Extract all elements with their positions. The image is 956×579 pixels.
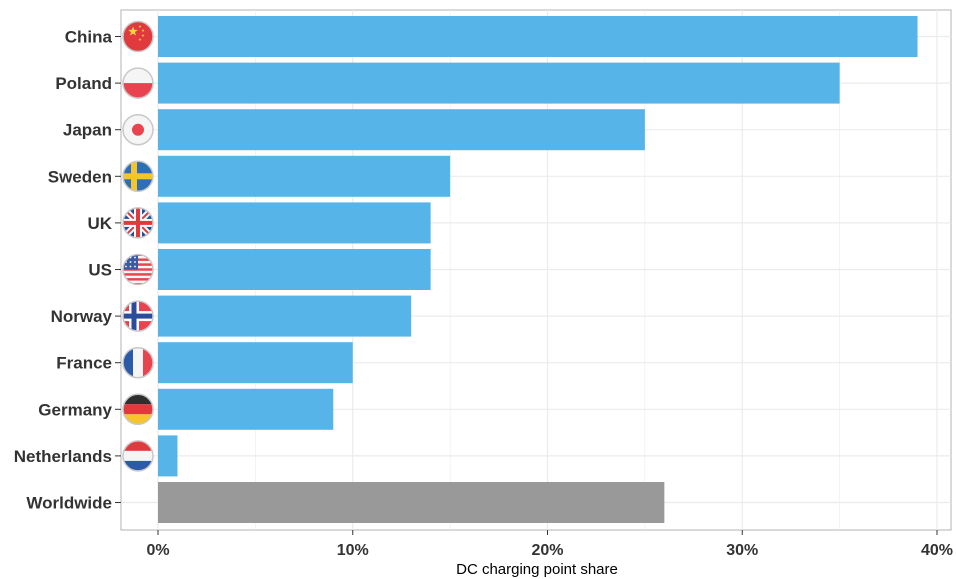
bar-sweden bbox=[158, 155, 451, 197]
japan-flag-icon bbox=[122, 113, 154, 146]
x-tick-label: 30% bbox=[726, 542, 758, 559]
y-tick-label: Sweden bbox=[48, 167, 112, 186]
bar-germany bbox=[158, 388, 334, 430]
bar-norway bbox=[158, 295, 412, 337]
bar-us bbox=[158, 249, 431, 290]
flags bbox=[122, 20, 154, 472]
x-tick-label: 20% bbox=[531, 542, 563, 559]
bar-china bbox=[158, 16, 918, 57]
x-tick-label: 40% bbox=[921, 542, 953, 559]
germany-flag-icon bbox=[122, 393, 154, 426]
y-tick-label: France bbox=[56, 354, 112, 373]
bar-poland bbox=[158, 62, 840, 104]
uk-flag-icon bbox=[122, 207, 154, 239]
x-axis-title: DC charging point share bbox=[456, 561, 618, 578]
x-tick-label: 0% bbox=[146, 542, 169, 559]
us-flag-icon bbox=[122, 253, 154, 286]
netherlands-flag-icon bbox=[122, 440, 154, 472]
y-tick-label: UK bbox=[87, 214, 112, 233]
poland-flag-icon bbox=[122, 67, 154, 99]
france-flag-icon bbox=[122, 346, 154, 379]
y-tick-labels: China Poland Japan Sweden UK US Norway France Ge… bbox=[14, 28, 121, 513]
bar-uk bbox=[158, 202, 431, 244]
x-tick-label: 10% bbox=[337, 542, 369, 559]
china-flag-icon bbox=[122, 20, 154, 53]
y-tick-label: China bbox=[65, 28, 113, 47]
sweden-flag-icon bbox=[122, 160, 154, 193]
bars bbox=[158, 16, 918, 523]
y-tick-label: US bbox=[88, 261, 112, 280]
y-tick-label: Worldwide bbox=[26, 494, 112, 513]
y-tick-label: Poland bbox=[55, 74, 112, 93]
bar-japan bbox=[158, 109, 645, 151]
bar-france bbox=[158, 342, 353, 384]
bar-worldwide bbox=[158, 482, 665, 523]
y-tick-label: Netherlands bbox=[14, 447, 112, 466]
y-tick-label: Germany bbox=[38, 400, 112, 419]
bar-netherlands bbox=[158, 435, 178, 477]
norway-flag-icon bbox=[122, 300, 154, 332]
y-tick-label: Norway bbox=[51, 307, 113, 326]
y-tick-label: Japan bbox=[63, 121, 112, 140]
x-tick-labels: 0% 10% 20% 30% 40% bbox=[146, 530, 953, 559]
